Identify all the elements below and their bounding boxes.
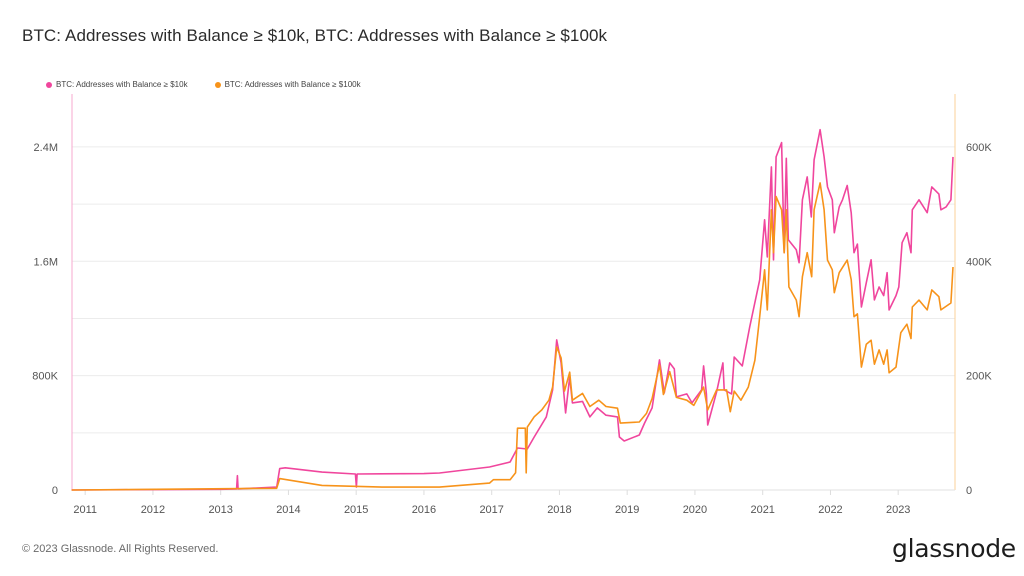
x-tick-label: 2013 — [208, 504, 232, 516]
legend-item-10k[interactable]: BTC: Addresses with Balance ≥ $10k — [46, 80, 188, 89]
x-tick-label: 2012 — [141, 504, 165, 516]
legend-label-100k: BTC: Addresses with Balance ≥ $100k — [224, 80, 361, 89]
x-tick-label: 2021 — [750, 504, 774, 516]
x-tick-label: 2015 — [344, 504, 368, 516]
x-tick-label: 2019 — [615, 504, 639, 516]
x-tick-label: 2014 — [276, 504, 300, 516]
y-right-tick-label: 200K — [966, 371, 992, 383]
x-tick-label: 2011 — [73, 504, 97, 516]
y-left-tick-label: 800K — [32, 371, 58, 383]
y-left-tick-label: 2.4M — [34, 142, 58, 154]
copyright-text: © 2023 Glassnode. All Rights Reserved. — [22, 543, 219, 555]
legend: BTC: Addresses with Balance ≥ $10k BTC: … — [46, 80, 361, 89]
x-tick-label: 2020 — [683, 504, 707, 516]
glassnode-logo: glassnode — [892, 534, 1016, 563]
legend-item-100k[interactable]: BTC: Addresses with Balance ≥ $100k — [214, 80, 361, 89]
x-tick-label: 2018 — [547, 504, 571, 516]
y-right-tick-label: 0 — [966, 485, 972, 497]
series-line-100k — [71, 182, 954, 491]
chart-title: BTC: Addresses with Balance ≥ $10k, BTC:… — [22, 26, 608, 45]
x-tick-label: 2017 — [479, 504, 503, 516]
y-right-tick-label: 600K — [966, 142, 992, 154]
y-right-tick-label: 400K — [966, 256, 992, 268]
x-tick-label: 2023 — [886, 504, 910, 516]
legend-label-10k: BTC: Addresses with Balance ≥ $10k — [56, 80, 188, 89]
legend-dot-10k — [46, 81, 52, 88]
y-left-tick-label: 0 — [52, 485, 58, 497]
legend-dot-100k — [214, 81, 221, 88]
y-left-tick-label: 1.6M — [34, 256, 58, 268]
x-tick-label: 2022 — [818, 504, 842, 516]
x-tick-label: 2016 — [412, 504, 436, 516]
